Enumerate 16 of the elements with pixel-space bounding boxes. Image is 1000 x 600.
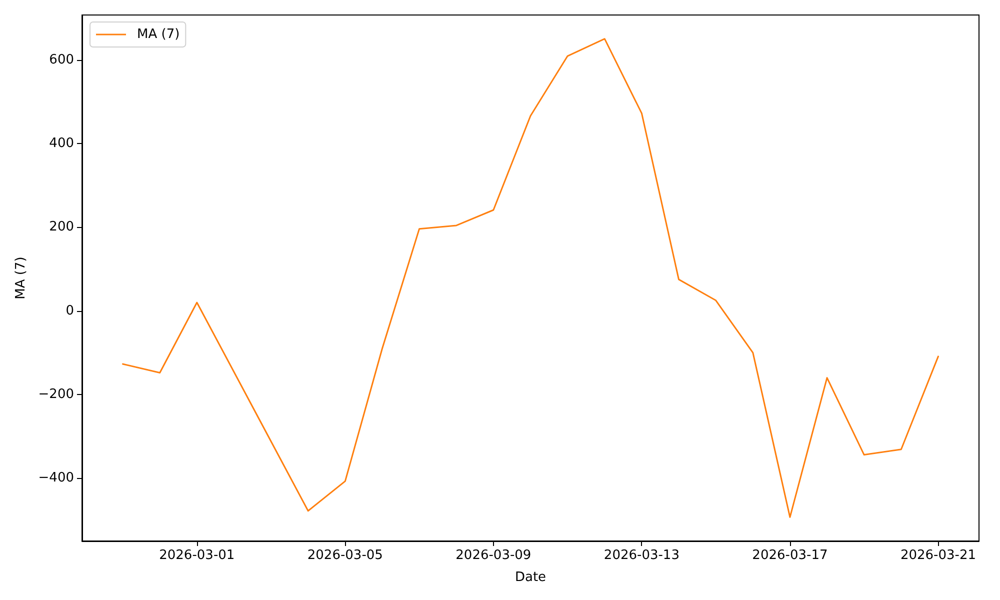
x-axis-title: Date xyxy=(514,570,546,585)
x-tick-label: 2026-03-01 xyxy=(159,548,235,563)
y-tick-label: 200 xyxy=(49,220,74,235)
x-tick-label: 2026-03-13 xyxy=(604,548,680,563)
x-tick-label: 2026-03-17 xyxy=(752,548,828,563)
x-tick-label: 2026-03-09 xyxy=(456,548,532,563)
y-tick-label: −200 xyxy=(38,387,74,402)
y-tick-label: −400 xyxy=(38,470,74,486)
line-series xyxy=(122,38,939,518)
y-tick-label: 400 xyxy=(49,136,74,151)
y-tick-label: 0 xyxy=(66,303,74,318)
y-axis-title: MA (7) xyxy=(13,256,28,300)
legend-label: MA (7) xyxy=(137,27,180,42)
y-tick-label: 600 xyxy=(49,52,74,68)
x-tick-label: 2026-03-05 xyxy=(307,548,383,563)
x-tick-label: 2026-03-21 xyxy=(900,548,976,563)
